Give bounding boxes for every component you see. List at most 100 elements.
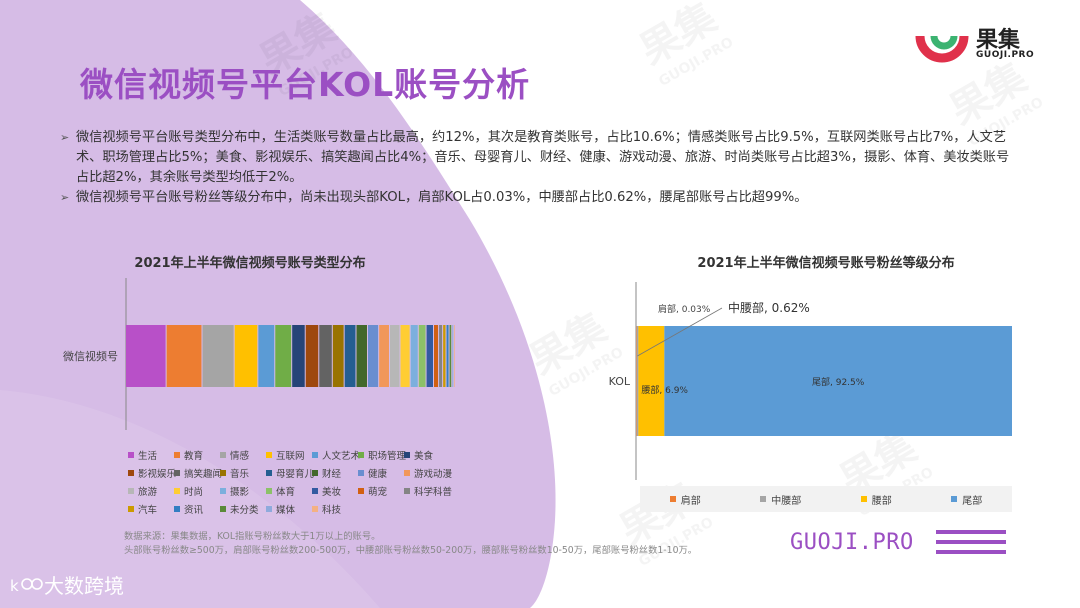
legend-item: 职场管理 [358, 448, 406, 462]
legend-label: 科技 [322, 505, 342, 516]
legend-swatch [128, 488, 134, 494]
legend-swatch [220, 506, 226, 512]
data-label-tail: 尾部, 92.5% [812, 376, 865, 388]
bar-segment-时尚 [400, 325, 410, 387]
bar-segment-财经 [356, 325, 367, 387]
bullet-text: 微信视频号平台账号粉丝等级分布中，尚未出现头部KOL，肩部KOL占0.03%，中… [76, 190, 808, 205]
legend-swatch [312, 452, 318, 458]
legend-label: 搞笑趣闻 [184, 469, 223, 480]
legend-label: 摄影 [230, 487, 250, 498]
bar-segment-美食 [292, 325, 305, 387]
fan-level-chart: KOL 肩部, 0.03% 中腰部, 0.62% 腰部, 6.9% 尾部, 92.5% [609, 282, 1012, 480]
legend-item: 科技 [312, 502, 358, 516]
footer-brand-icon: k [10, 577, 43, 595]
bar-segment-影视娱乐 [305, 325, 319, 387]
legend-swatch [404, 488, 410, 494]
bar-segment-媒体 [452, 325, 454, 387]
legend-label: 美食 [414, 451, 434, 462]
bar-segment-游戏动漫 [379, 325, 389, 387]
source-line: 数据来源：果集数据，KOL指账号粉丝数大于1万以上的账号。 [124, 531, 381, 542]
legend-item: 媒体 [266, 502, 312, 516]
legend-label: 美妆 [322, 487, 342, 498]
bullet-arrow-icon: ➢ [60, 131, 70, 144]
bar-segment-搞笑趣闻 [319, 325, 332, 387]
bar-segment-职场管理 [275, 325, 292, 387]
legend-item: 体育 [266, 484, 312, 498]
legend-item: 美食 [404, 448, 450, 462]
legend-swatch [951, 496, 958, 502]
brand-url: GUOJI.PRO [790, 530, 914, 555]
legend-label: 时尚 [184, 487, 204, 498]
bar-segment-美妆 [426, 325, 433, 387]
legend-item: 资讯 [174, 502, 220, 516]
legend-label: 财经 [322, 469, 342, 480]
legend-item: 汽车 [128, 502, 174, 516]
data-source-note: 数据来源：果集数据，KOL指账号粉丝数大于1万以上的账号。 头部账号粉丝数≥50… [124, 530, 697, 558]
legend-label: 影视娱乐 [138, 469, 177, 480]
chart2-legend: 肩部 中腰部 腰部 尾部 [640, 486, 1012, 512]
legend-swatch [404, 470, 410, 476]
legend-item: 尾部 [951, 492, 982, 507]
bar-segment-母婴育儿 [344, 325, 356, 387]
bar-segment-尾部 [664, 326, 1012, 436]
chart2-title: 2021年上半年微信视频号账号粉丝等级分布 [697, 256, 955, 271]
legend-swatch [860, 496, 867, 502]
legend-label: 互联网 [276, 451, 305, 462]
data-label-waist: 腰部, 6.9% [641, 384, 688, 396]
bar-segment-中腰部 [636, 326, 639, 436]
bar-segment-肩部 [636, 326, 637, 436]
legend-swatch [312, 470, 318, 476]
legend-item: 萌宠 [358, 484, 404, 498]
legend-item: 旅游 [128, 484, 174, 498]
legend-item: 游戏动漫 [404, 466, 452, 480]
legend-row: 旅游 时尚 摄影 体育 美妆 萌宠 科学科普 [128, 482, 478, 500]
legend-item: 科学科普 [404, 484, 453, 498]
source-line: 头部账号粉丝数≥500万，肩部账号粉丝数200-500万，中腰部账号粉丝数50-… [124, 545, 698, 556]
legend-swatch [358, 470, 364, 476]
legend-swatch [312, 488, 318, 494]
legend-label: 未分类 [230, 505, 259, 516]
footer-brand: k 大数跨境 [10, 570, 124, 599]
bar-segment-旅游 [390, 325, 400, 387]
page-title: 微信视频号平台KOL账号分析 [80, 65, 531, 104]
legend-swatch [128, 452, 134, 458]
legend-label: 科学科普 [414, 487, 453, 498]
legend-label: 音乐 [230, 469, 250, 480]
legend-swatch [404, 452, 410, 458]
bar-segment-科技 [454, 325, 455, 387]
chart1-legend: 生活 教育 情感 互联网 人文艺术 职场管理 美食 影视娱乐 搞笑趣闻 音乐 母婴育儿 财经 健康 游戏动… [128, 446, 478, 518]
guoji-logo-icon [915, 35, 969, 63]
legend-swatch [358, 452, 364, 458]
legend-item: 母婴育儿 [266, 466, 314, 480]
legend-item: 未分类 [220, 502, 266, 516]
legend-item: 时尚 [174, 484, 220, 498]
legend-item: 肩部 [669, 492, 701, 507]
legend-row: 汽车 资讯 未分类 媒体 科技 [128, 500, 478, 518]
bar-segment-未分类 [449, 325, 452, 387]
legend-swatch [266, 452, 272, 458]
leader-line [637, 307, 723, 357]
legend-label: 生活 [138, 451, 158, 462]
bar-segment-体育 [418, 325, 426, 387]
legend-swatch [174, 506, 180, 512]
legend-item: 影视娱乐 [128, 466, 177, 480]
legend-item: 美妆 [312, 484, 358, 498]
legend-swatch [128, 470, 134, 476]
bullet-item: ➢ 微信视频号平台账号粉丝等级分布中，尚未出现头部KOL，肩部KOL占0.03%… [60, 188, 1020, 208]
chart1-title: 2021年上半年微信视频号账号类型分布 [134, 256, 366, 271]
legend-swatch [220, 488, 226, 494]
legend-label: 资讯 [184, 505, 204, 516]
bar-segment-人文艺术 [258, 325, 275, 387]
legend-swatch [174, 488, 180, 494]
legend-label: 人文艺术 [322, 451, 361, 462]
legend-swatch [266, 488, 272, 494]
legend-swatch [174, 452, 180, 458]
bar-segment-互联网 [234, 325, 258, 387]
bar-segment-摄影 [410, 325, 418, 387]
bar-segment-健康 [368, 325, 379, 387]
legend-item: 财经 [312, 466, 358, 480]
brand-bars-icon [936, 530, 1006, 554]
bullet-item: ➢ 微信视频号平台账号类型分布中，生活类账号数量占比最高，约12%，其次是教育类… [60, 128, 1020, 188]
legend-item: 摄影 [220, 484, 266, 498]
